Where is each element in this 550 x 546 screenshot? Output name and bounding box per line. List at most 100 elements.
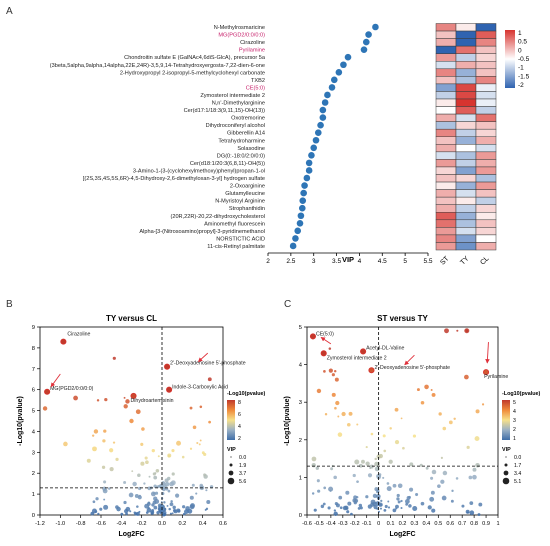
volcano-point: [103, 429, 107, 433]
volcano-point: [328, 368, 333, 373]
vip-compound-label: Dihydroconiferyl alcohol: [206, 123, 265, 129]
volcano-arrow: [197, 352, 209, 363]
volcano-point: [333, 511, 338, 516]
volcano-annotated-point: [130, 392, 137, 399]
heatmap-cell: [475, 106, 497, 115]
volcano-point: [191, 483, 195, 487]
volcano-point: [125, 399, 130, 404]
vip-compound-label: Cirazoline: [240, 40, 265, 46]
vip-compound-label: Gibberellin A14: [227, 131, 265, 137]
volcano-point: [112, 356, 116, 360]
volcano-point: [153, 484, 157, 488]
volcano-point: [464, 374, 469, 380]
volcano-point: [123, 500, 127, 505]
heatmap-cell: [475, 128, 497, 137]
heatmap-colorbar: 1 0.50 -0.5 -1-1.5 -2: [505, 30, 530, 89]
volcano-point: [207, 377, 212, 382]
volcano-point: [370, 502, 375, 507]
volcano-point: [167, 454, 171, 458]
volcano-point: [311, 462, 316, 468]
vip-dot: [289, 242, 297, 250]
volcano-point: [97, 512, 100, 516]
heatmap-cell: [435, 196, 457, 205]
heatmap-cell: [455, 242, 477, 251]
volcano-point: [109, 448, 114, 453]
volcano-point: [477, 513, 481, 516]
volcano-vip-legend-dot: [230, 456, 232, 458]
vip-dot: [305, 159, 313, 167]
volcano-point: [369, 464, 374, 469]
heatmap-cell: [475, 61, 497, 70]
volcano-point: [96, 399, 100, 402]
heatmap-cell: [455, 30, 477, 39]
heatmap-cell: [455, 151, 477, 160]
volcano-point: [148, 475, 151, 478]
volcano-point: [311, 492, 315, 495]
volcano-point: [442, 426, 447, 431]
volcano-point: [453, 417, 456, 420]
volcano-point: [374, 461, 379, 467]
heatmap-colorbar-tick: -2: [518, 82, 524, 89]
volcano-point: [175, 493, 180, 498]
vip-x-tick-label: 3.5: [332, 258, 341, 265]
heatmap-column-label: CL: [479, 255, 490, 266]
volcano-point: [204, 508, 207, 511]
volcano-y-tick-label: 9: [32, 325, 35, 331]
volcano-point: [328, 347, 332, 350]
volcano-point: [358, 463, 363, 468]
volcano-point: [376, 454, 381, 459]
volcano-y-tick-label: 6: [32, 388, 35, 394]
volcano-annotated-point: [320, 350, 327, 357]
volcano-point: [129, 418, 134, 424]
volcano-point: [115, 505, 119, 509]
volcano-point: [420, 501, 425, 506]
volcano-y-label: -Log10(pvalue): [284, 396, 291, 446]
volcano-x-tick-label: 0.8: [470, 521, 478, 527]
volcano-point: [438, 412, 442, 416]
heatmap: ST TY CL 1 0.50 -0.5 -1-1.5 -2: [435, 23, 530, 267]
vip-dot: [362, 38, 370, 46]
volcano-point: [124, 508, 129, 514]
volcano-point: [146, 507, 152, 513]
volcano-point: [430, 476, 434, 480]
volcano-point: [189, 447, 193, 450]
heatmap-cell: [435, 30, 457, 39]
heatmap-cell: [435, 61, 457, 70]
heatmap-cell: [475, 76, 497, 85]
heatmap-cell: [455, 219, 477, 228]
volcano-point: [353, 495, 358, 500]
volcano-vip-legend-dot: [228, 470, 234, 476]
heatmap-cell: [435, 159, 457, 168]
volcano-point: [382, 476, 385, 479]
volcano-point: [478, 502, 483, 507]
volcano-x-tick-label: 0.4: [199, 521, 207, 527]
heatmap-cell: [475, 212, 497, 221]
volcano-point: [429, 496, 435, 502]
heatmap-column-labels: ST TY CL: [439, 255, 490, 267]
heatmap-cell: [455, 38, 477, 47]
heatmap-cell: [475, 136, 497, 145]
vip-compound-label: Aminomethyl fluorescein: [204, 221, 265, 227]
volcano-x-tick-label: -0.6: [302, 521, 312, 527]
vip-compound-label: N-Myristoyl Arginine: [215, 199, 265, 205]
vip-dot: [296, 220, 304, 227]
volcano-arrow: [404, 354, 415, 366]
volcano-point: [328, 486, 334, 492]
volcano-point: [386, 482, 390, 485]
volcano-point: [405, 499, 410, 504]
volcano-annotation-label: Dihydroartemisinin: [131, 398, 174, 404]
heatmap-cell: [435, 106, 457, 115]
volcano-x-tick-label: 0.9: [482, 521, 490, 527]
volcano-point: [356, 496, 359, 499]
volcano-point: [73, 395, 78, 401]
vip-compound-label: (20R,22R)-20,22-dihydroxycholesterol: [170, 214, 265, 220]
volcano-vip-legend-label: 0.0: [239, 455, 246, 461]
vip-dot: [301, 182, 308, 189]
volcano-point: [409, 462, 414, 467]
volcano-point: [406, 496, 411, 500]
volcano-point: [203, 473, 207, 477]
volcano-annotation-label: Indole-3-Carboxylic Acid: [172, 385, 228, 391]
heatmap-cell: [475, 98, 497, 107]
vip-chart: 2 2.5 3 3.5 4 4.5 5 5.5 N-Methylrosmaricine MG(P…: [50, 23, 433, 265]
volcano-point: [338, 495, 343, 500]
